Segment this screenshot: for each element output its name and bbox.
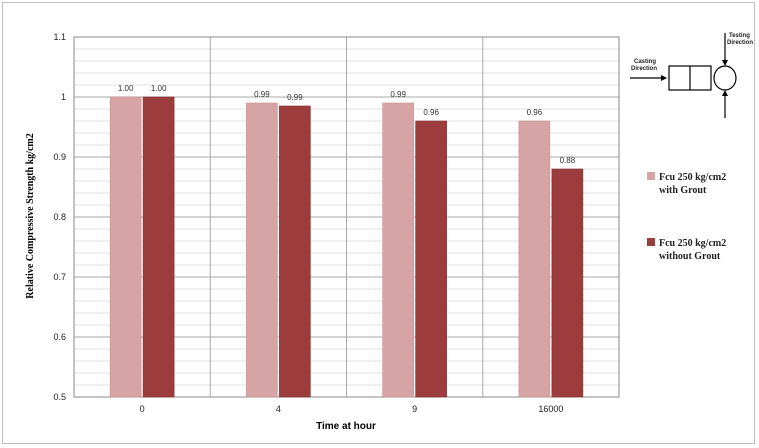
bar [518, 120, 551, 398]
casting-direction-label-line1: Casting [634, 59, 656, 65]
y-tick-labels: 0.5 0.6 0.7 0.8 0.9 1 1.1 [53, 32, 66, 402]
bar [551, 168, 584, 398]
y-tick-label: 1 [61, 92, 66, 102]
bar [246, 102, 278, 398]
legend-swatch-with-grout [647, 172, 655, 180]
y-tick-label: 0.6 [53, 332, 66, 342]
data-labels: 1.00 0.99 0.99 0.96 1.00 0.99 0.96 0.88 [118, 84, 576, 165]
x-axis-title: Time at hour [316, 421, 376, 432]
testing-arrowhead-bottom-icon [722, 90, 728, 96]
y-tick-label: 0.5 [53, 392, 66, 402]
legend-label-without-grout-line1: Fcu 250 kg/cm2 [659, 238, 726, 249]
casting-arrowhead-icon [661, 75, 667, 81]
data-label: 1.00 [151, 84, 167, 93]
y-tick-label: 1.1 [53, 32, 66, 42]
data-label: 0.99 [390, 90, 406, 99]
x-tick-label: 9 [412, 404, 417, 414]
data-label: 0.99 [287, 93, 303, 102]
testing-direction-label-line2: Direction [727, 40, 753, 46]
cylinder-specimen-icon [713, 65, 737, 91]
casting-direction-label-line2: Direction [631, 66, 657, 72]
y-tick-label: 0.9 [53, 152, 66, 162]
bars [109, 96, 584, 398]
data-label: 1.00 [118, 84, 134, 93]
chart-frame [2, 2, 755, 444]
x-tick-labels: 0 4 9 16000 [140, 404, 564, 414]
data-label: 0.96 [423, 108, 439, 117]
y-tick-label: 0.7 [53, 272, 66, 282]
bar [142, 96, 175, 398]
data-label: 0.96 [527, 108, 543, 117]
legend: Fcu 250 kg/cm2 with Grout Fcu 250 kg/cm2… [647, 172, 726, 262]
x-tick-label: 0 [140, 404, 145, 414]
bar [109, 96, 142, 398]
bar [279, 105, 311, 398]
plot-area-border [73, 36, 620, 398]
legend-label-with-grout-line1: Fcu 250 kg/cm2 [659, 172, 726, 183]
y-axis-title: Relative Compressive Strength kg/cm2 [25, 133, 36, 298]
bar [382, 102, 414, 398]
testing-direction-label-line1: Testing [729, 33, 750, 39]
testing-arrowhead-top-icon [722, 60, 728, 66]
legend-swatch-without-grout [647, 238, 655, 246]
data-label: 0.88 [560, 156, 576, 165]
x-tick-label: 4 [276, 404, 281, 414]
legend-label-without-grout-line2: without Grout [659, 251, 721, 262]
data-label: 0.99 [254, 90, 270, 99]
x-tick-label: 16000 [538, 404, 563, 414]
direction-diagram: Casting Direction Testing Direction [630, 33, 753, 118]
bar [415, 120, 447, 398]
y-tick-label: 0.8 [53, 212, 66, 222]
legend-label-with-grout-line2: with Grout [659, 185, 707, 196]
